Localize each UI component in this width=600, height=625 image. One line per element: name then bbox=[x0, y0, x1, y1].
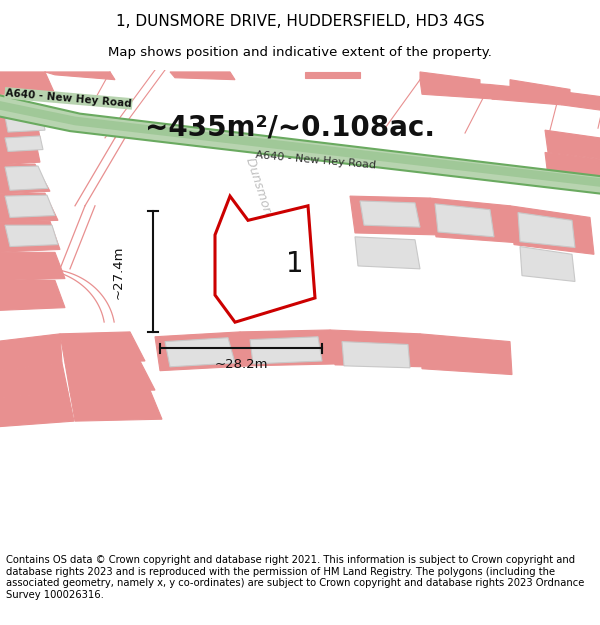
Polygon shape bbox=[545, 130, 600, 159]
Text: Dunsmore Drive: Dunsmore Drive bbox=[243, 156, 287, 258]
Polygon shape bbox=[170, 72, 235, 80]
Text: 1: 1 bbox=[286, 250, 304, 278]
Polygon shape bbox=[420, 80, 495, 99]
Polygon shape bbox=[0, 100, 600, 188]
Polygon shape bbox=[0, 72, 55, 94]
Polygon shape bbox=[518, 213, 575, 248]
Polygon shape bbox=[215, 196, 315, 322]
Polygon shape bbox=[240, 330, 338, 366]
Polygon shape bbox=[545, 152, 600, 181]
Text: Map shows position and indicative extent of the property.: Map shows position and indicative extent… bbox=[108, 46, 492, 59]
Polygon shape bbox=[0, 111, 40, 140]
Polygon shape bbox=[355, 237, 420, 269]
Polygon shape bbox=[510, 206, 594, 254]
Polygon shape bbox=[0, 253, 65, 281]
Polygon shape bbox=[0, 94, 600, 194]
Text: A640 - New Hey Road: A640 - New Hey Road bbox=[5, 88, 132, 109]
Polygon shape bbox=[5, 225, 58, 246]
Polygon shape bbox=[60, 332, 145, 363]
Text: A640 - New Hey Road: A640 - New Hey Road bbox=[255, 151, 376, 171]
Polygon shape bbox=[0, 363, 68, 398]
Polygon shape bbox=[305, 72, 360, 78]
Text: 1, DUNSMORE DRIVE, HUDDERSFIELD, HD3 4GS: 1, DUNSMORE DRIVE, HUDDERSFIELD, HD3 4GS bbox=[116, 14, 484, 29]
Polygon shape bbox=[250, 337, 322, 364]
Polygon shape bbox=[0, 193, 58, 222]
Polygon shape bbox=[520, 246, 575, 281]
Text: ~435m²/~0.108ac.: ~435m²/~0.108ac. bbox=[145, 114, 435, 142]
Polygon shape bbox=[45, 72, 115, 80]
Polygon shape bbox=[5, 136, 43, 151]
Polygon shape bbox=[5, 166, 48, 190]
Polygon shape bbox=[5, 114, 45, 132]
Polygon shape bbox=[65, 361, 155, 392]
Polygon shape bbox=[420, 72, 480, 88]
Polygon shape bbox=[350, 196, 438, 235]
Polygon shape bbox=[0, 334, 62, 371]
Polygon shape bbox=[5, 195, 55, 218]
Polygon shape bbox=[510, 80, 570, 99]
Polygon shape bbox=[165, 338, 235, 367]
Text: ~28.2m: ~28.2m bbox=[214, 358, 268, 371]
Polygon shape bbox=[0, 164, 50, 194]
Polygon shape bbox=[155, 332, 250, 371]
Text: Contains OS data © Crown copyright and database right 2021. This information is : Contains OS data © Crown copyright and d… bbox=[6, 555, 584, 600]
Polygon shape bbox=[0, 221, 60, 253]
Polygon shape bbox=[0, 138, 40, 165]
Polygon shape bbox=[0, 392, 74, 427]
Polygon shape bbox=[330, 330, 425, 367]
Polygon shape bbox=[420, 334, 512, 374]
Polygon shape bbox=[435, 204, 494, 237]
Polygon shape bbox=[430, 198, 516, 242]
Polygon shape bbox=[360, 201, 420, 227]
Polygon shape bbox=[70, 390, 162, 421]
Text: ~27.4m: ~27.4m bbox=[112, 245, 125, 299]
Polygon shape bbox=[490, 84, 562, 105]
Polygon shape bbox=[0, 281, 65, 311]
Polygon shape bbox=[560, 91, 600, 111]
Polygon shape bbox=[342, 342, 410, 367]
